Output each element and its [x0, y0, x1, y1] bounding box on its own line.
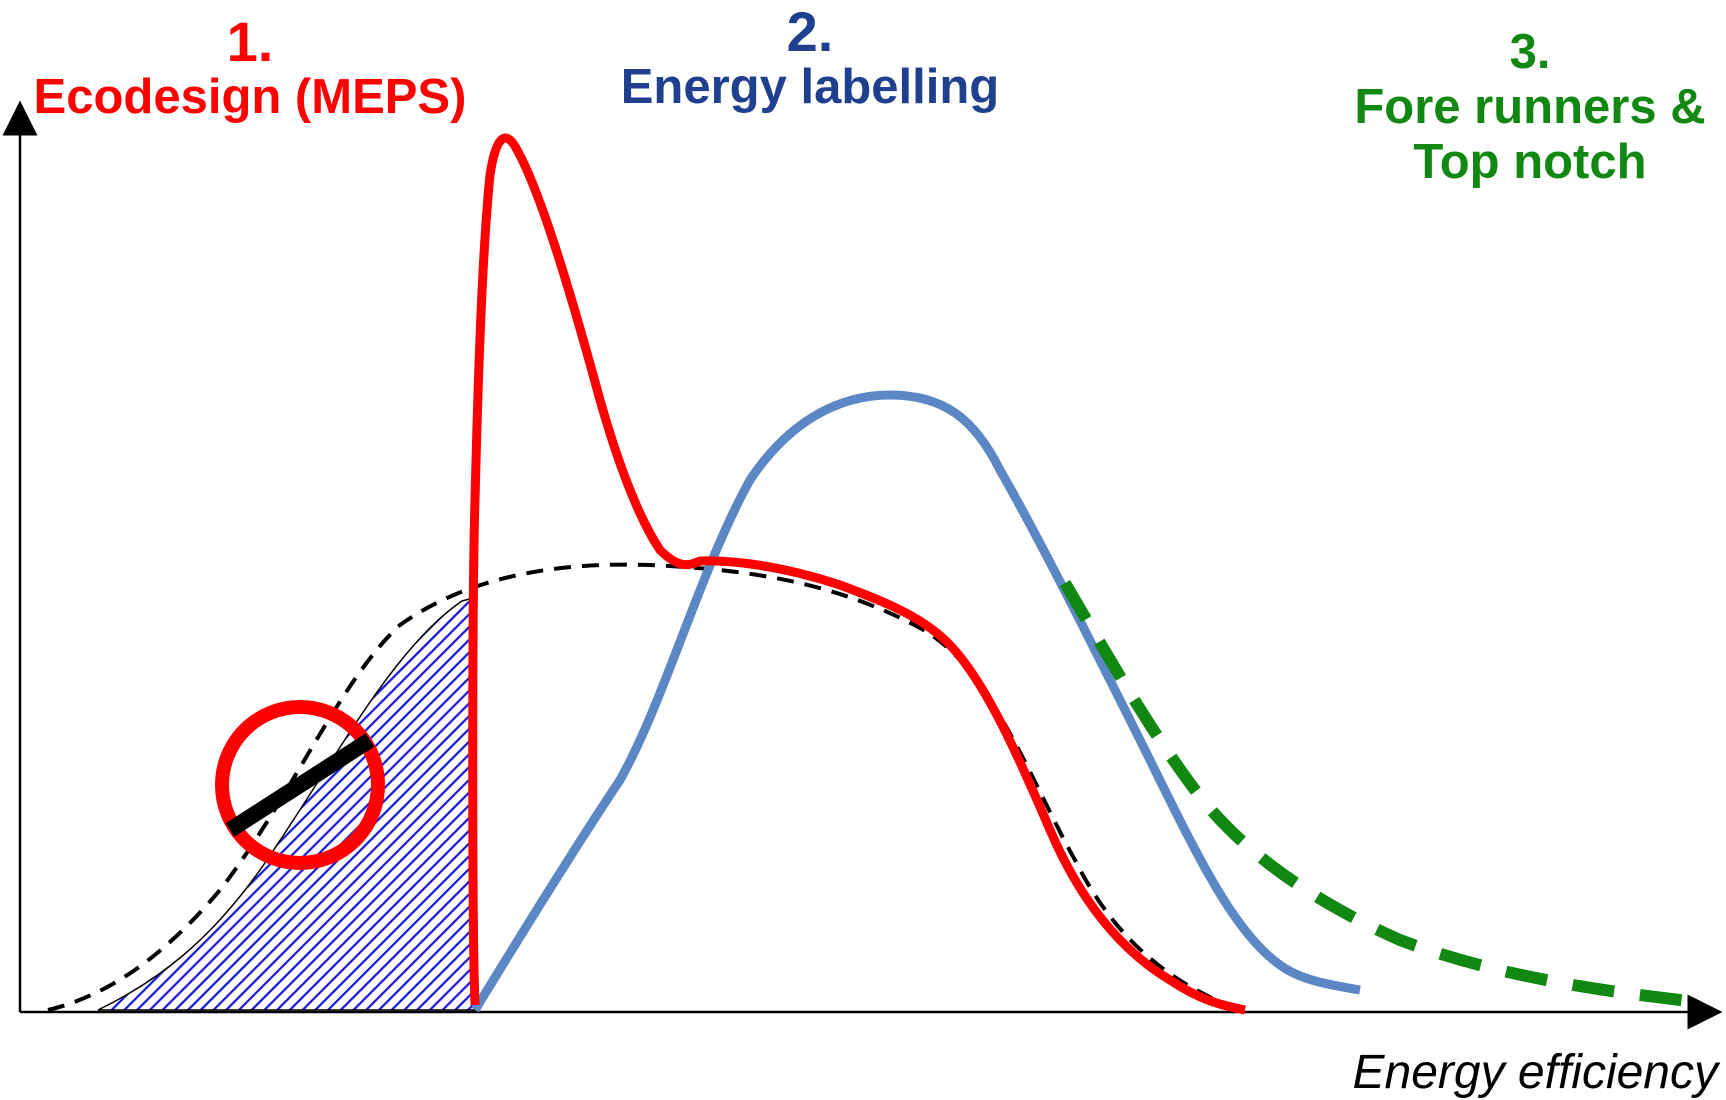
- forerunners-text-line2: Top notch: [1413, 134, 1647, 189]
- forerunners-text-line1: Fore runners &: [1354, 79, 1706, 134]
- energy-labelling-label: 2. Energy labelling: [560, 4, 1060, 115]
- energy-labelling-number: 2.: [786, 0, 834, 63]
- energy-labelling-curve: [471, 390, 1361, 1013]
- excluded-area-hatched: [97, 597, 477, 1011]
- forerunners-label: 3. Fore runners & Top notch: [1320, 25, 1726, 190]
- energy-labelling-text: Energy labelling: [620, 60, 1000, 114]
- x-axis-label: Energy efficiency: [1352, 1046, 1718, 1099]
- ecodesign-label: 1. Ecodesign (MEPS): [20, 14, 480, 125]
- original-market-curve: [47, 562, 1241, 1012]
- forerunners-number: 3.: [1509, 25, 1551, 79]
- prohibition-icon: [215, 700, 385, 870]
- ecodesign-text: Ecodesign (MEPS): [33, 70, 467, 124]
- ecodesign-number: 1.: [226, 10, 274, 73]
- ecodesign-curve: [468, 133, 1246, 1015]
- forerunners-curve: [1059, 579, 1699, 1008]
